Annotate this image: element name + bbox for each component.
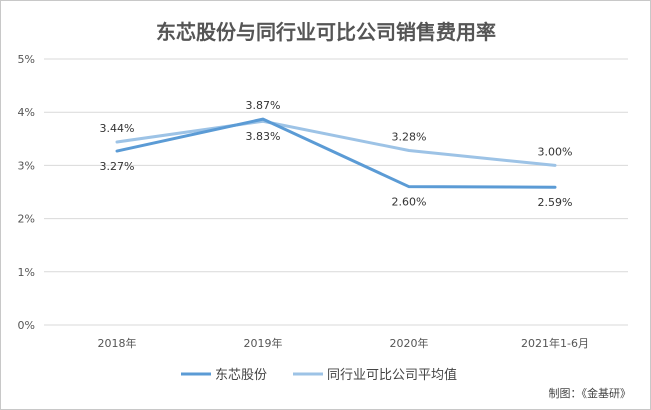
x-tick-label: 2021年1-6月 xyxy=(521,336,589,350)
series-line-dongxin xyxy=(115,117,557,189)
chart-title: 东芯股份与同行业可比公司销售费用率 xyxy=(156,20,496,44)
data-label: 2.59% xyxy=(538,196,573,209)
series-lines xyxy=(115,117,557,189)
x-axis-ticks: 2018年 2019年 2020年 2021年1-6月 xyxy=(98,336,589,350)
data-label: 3.27% xyxy=(100,160,135,173)
y-tick-label: 0% xyxy=(18,319,35,332)
data-label: 3.44% xyxy=(100,122,135,135)
x-tick-label: 2018年 xyxy=(98,336,137,350)
y-tick-label: 5% xyxy=(18,53,35,66)
series-line-peer-average xyxy=(115,119,557,167)
legend: 东芯股份 同行业可比公司平均值 xyxy=(181,367,457,383)
chart-credit: 制图：《金基研》 xyxy=(549,386,632,400)
data-labels: 3.27% 3.44% 3.87% 3.83% 2.60% 3.28% 2.59% 3.00% xyxy=(100,99,573,209)
y-tick-label: 2% xyxy=(18,213,35,226)
y-tick-label: 1% xyxy=(18,266,35,279)
data-label: 3.83% xyxy=(246,130,281,143)
x-tick-label: 2020年 xyxy=(390,336,429,350)
data-label: 3.28% xyxy=(392,131,427,144)
x-tick-label: 2019年 xyxy=(244,336,283,350)
y-tick-label: 4% xyxy=(18,106,35,119)
y-tick-label: 3% xyxy=(18,159,35,172)
legend-label-peer-average: 同行业可比公司平均值 xyxy=(327,367,457,383)
gridlines xyxy=(44,58,628,326)
y-axis-ticks: 0% 1% 2% 3% 4% 5% xyxy=(18,53,35,332)
data-label: 2.60% xyxy=(392,196,427,209)
data-label: 3.00% xyxy=(538,145,573,158)
data-label: 3.87% xyxy=(246,99,281,112)
legend-label-dongxin: 东芯股份 xyxy=(215,368,267,383)
